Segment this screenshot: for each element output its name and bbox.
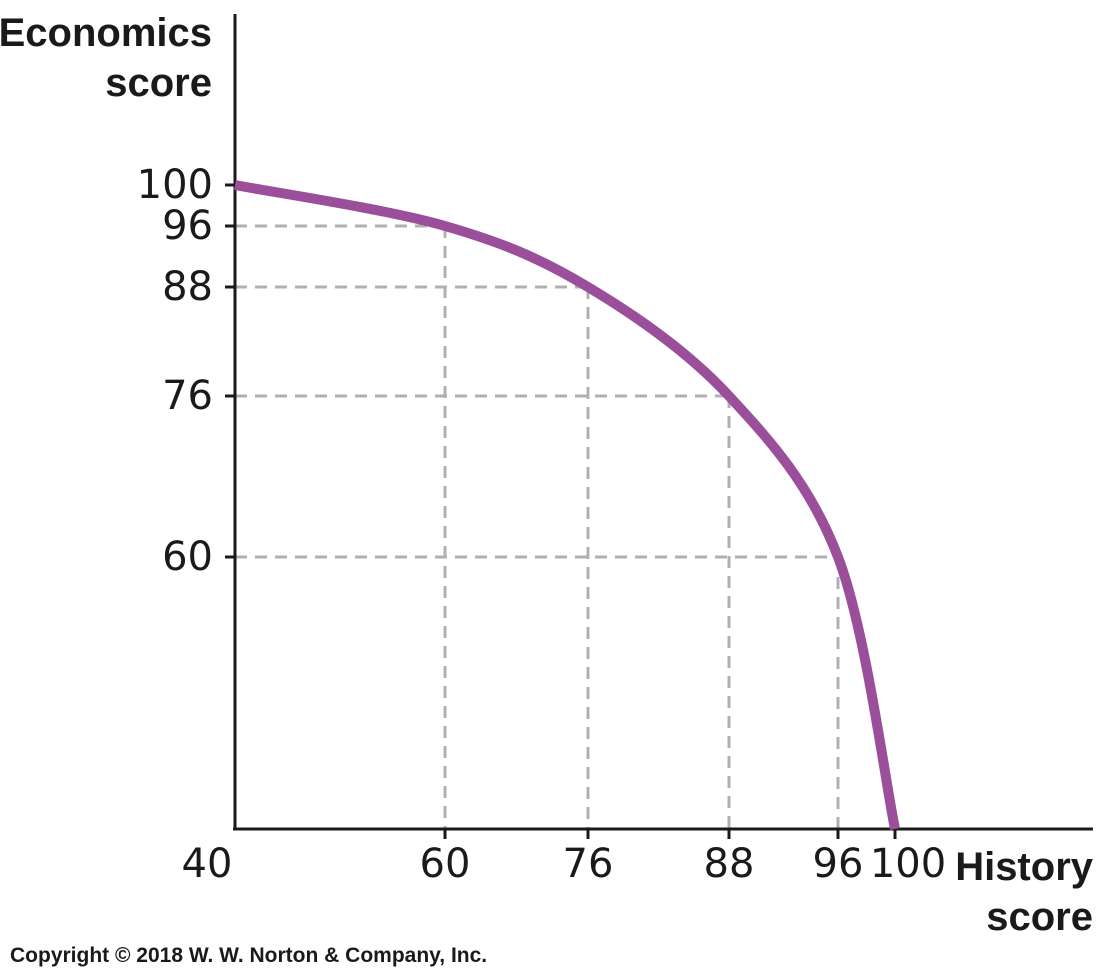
x-tick-label-96: 96 [813, 841, 864, 887]
y-tick-label-100: 100 [137, 162, 213, 208]
x-tick-label-40: 40 [182, 841, 233, 887]
x-tick-label-60: 60 [420, 841, 471, 887]
copyright-notice: Copyright © 2018 W. W. Norton & Company,… [10, 944, 488, 967]
y-tick-label-60: 60 [162, 534, 213, 580]
y-tick-label-76: 76 [162, 373, 213, 419]
x-axis-title-line2: score [986, 895, 1093, 939]
x-tick-label-76: 76 [563, 841, 614, 887]
x-axis-title-line1: History [955, 845, 1094, 889]
y-tick-label-88: 88 [162, 264, 213, 310]
x-tick-label-100: 100 [870, 841, 946, 887]
x-tick-label-88: 88 [704, 841, 755, 887]
y-axis-title-line1: Economics [0, 11, 212, 55]
frontier-curve [234, 180, 900, 831]
x-ticks: 40 60 76 88 96 100 [182, 829, 946, 887]
y-axis-title-line2: score [105, 61, 212, 105]
y-tick-label-96: 96 [162, 203, 213, 249]
guide-lines [235, 224, 840, 829]
